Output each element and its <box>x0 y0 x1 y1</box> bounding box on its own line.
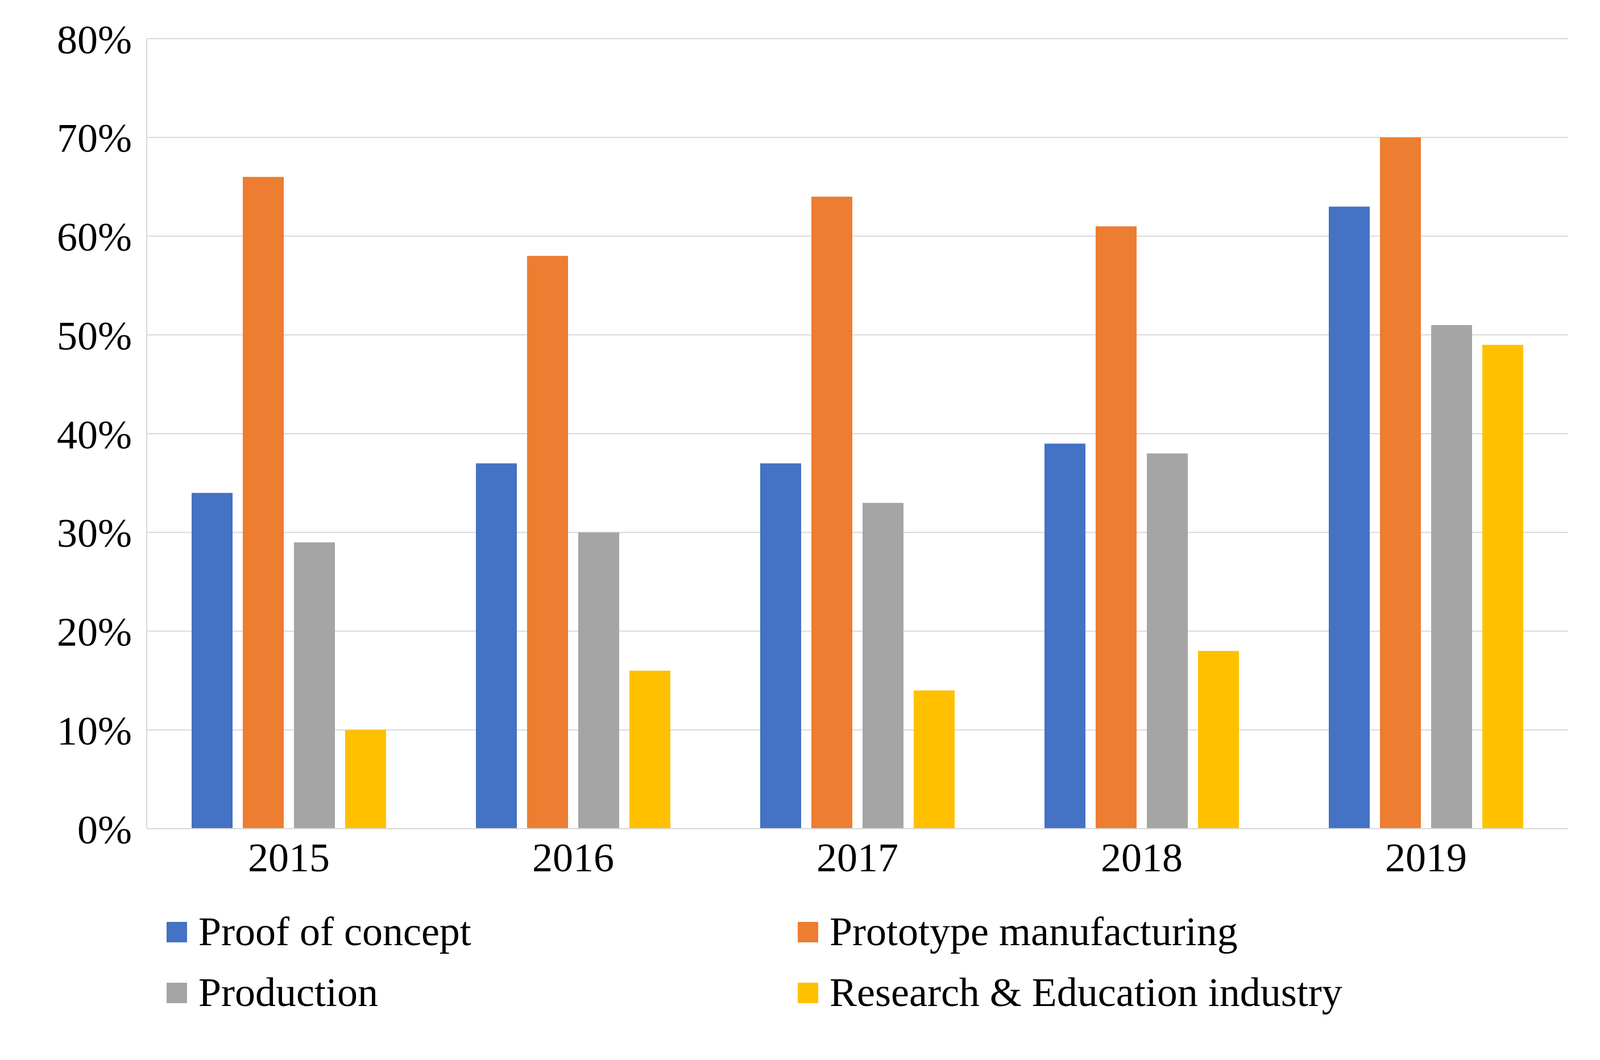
svg-text:30%: 30% <box>56 510 132 557</box>
svg-text:2019: 2019 <box>1385 835 1467 881</box>
svg-text:70%: 70% <box>56 115 132 161</box>
svg-text:2015: 2015 <box>247 835 330 881</box>
svg-text:2017: 2017 <box>816 835 899 881</box>
svg-text:2018: 2018 <box>1100 835 1183 881</box>
svg-text:40%: 40% <box>56 412 132 458</box>
html-text:Prototype manufacturing: Prototype manufacturing <box>829 909 1238 955</box>
html-text:Research & Education industry: Research & Education industry <box>829 970 1343 1016</box>
html-text:Proof of concept: Proof of concept <box>198 909 472 955</box>
svg-text:20%: 20% <box>56 609 132 656</box>
svg-text:2016: 2016 <box>532 835 615 881</box>
svg-text:10%: 10% <box>56 708 132 754</box>
svg-text:80%: 80% <box>56 17 132 63</box>
svg-text:0%: 0% <box>77 807 132 853</box>
html-text:Production: Production <box>198 970 379 1016</box>
svg-text:60%: 60% <box>56 214 132 260</box>
svg-text:50%: 50% <box>56 313 132 359</box>
